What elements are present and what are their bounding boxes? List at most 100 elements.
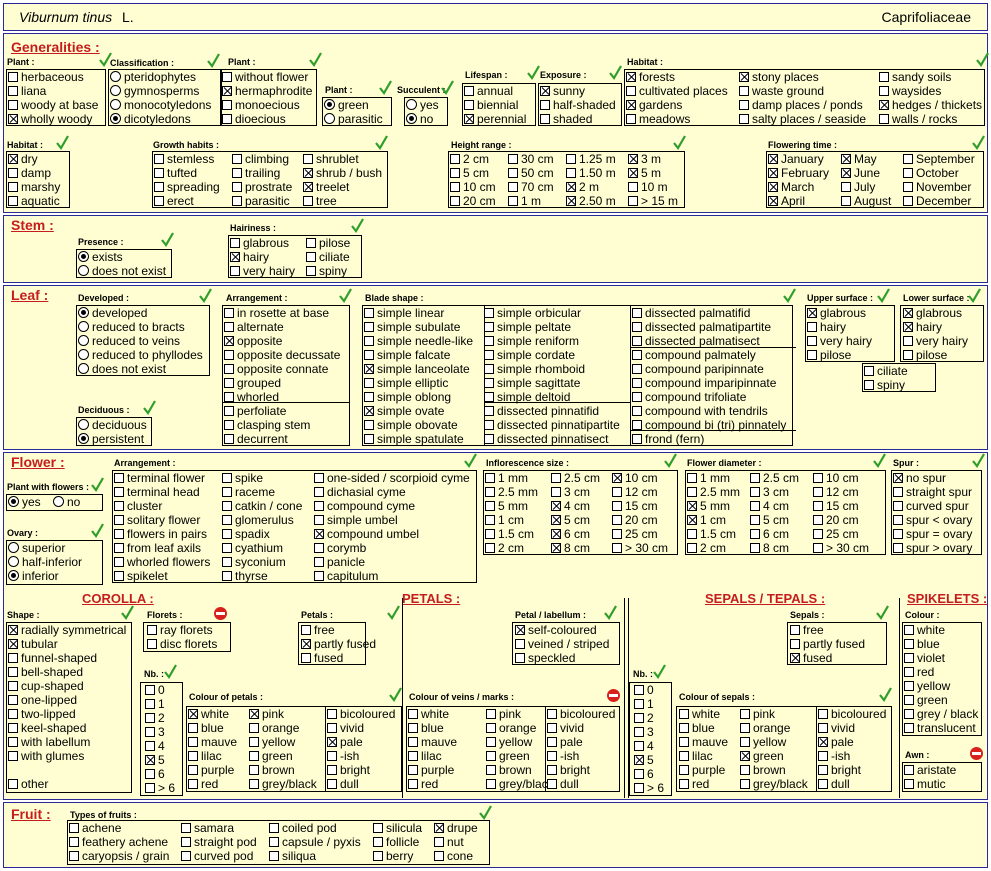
checkbox-unchecked[interactable] <box>434 837 444 847</box>
checkbox-unchecked[interactable] <box>566 168 576 178</box>
radio-unchecked[interactable] <box>324 113 335 124</box>
checkbox-unchecked[interactable] <box>464 100 474 110</box>
option-sepal-number-6[interactable]: > 6 <box>634 781 664 795</box>
option-height-range-70-cm[interactable]: 70 cm <box>508 180 554 194</box>
option-exposure-half-shaded[interactable]: half-shaded <box>540 98 616 112</box>
checkbox-unchecked[interactable] <box>904 639 914 649</box>
checkbox-unchecked[interactable] <box>486 737 496 747</box>
checkbox-unchecked[interactable] <box>904 779 914 789</box>
option-flower-arrangement-solitary-flower[interactable]: solitary flower <box>114 513 200 527</box>
checkbox-unchecked[interactable] <box>69 851 79 861</box>
option-ovary-superior[interactable]: superior <box>8 541 65 555</box>
checkbox-unchecked[interactable] <box>249 751 259 761</box>
option-colour-of-veins-yellow[interactable]: yellow <box>486 735 532 749</box>
option-colour-of-sepals-white[interactable]: white <box>679 707 720 721</box>
checkbox-unchecked[interactable] <box>612 501 622 511</box>
checkbox-unchecked[interactable] <box>547 737 557 747</box>
option-succulent-yes[interactable]: yes <box>406 98 439 112</box>
checkbox-unchecked[interactable] <box>904 709 914 719</box>
option-flowering-time-august[interactable]: August <box>841 194 891 208</box>
checkbox-unchecked[interactable] <box>485 543 495 553</box>
option-colour-of-sepals-brown[interactable]: brown <box>740 763 786 777</box>
checkbox-unchecked[interactable] <box>632 420 642 430</box>
option-plant-type-herbaceous[interactable]: herbaceous <box>8 70 84 84</box>
checkbox-unchecked[interactable] <box>893 529 903 539</box>
option-colour-of-petals-green[interactable]: green <box>249 749 293 763</box>
checkbox-unchecked[interactable] <box>8 168 18 178</box>
option-height-range-30-cm[interactable]: 30 cm <box>508 152 554 166</box>
option-petal-labellum-self-coloured[interactable]: self-coloured <box>515 623 597 637</box>
checkbox-checked[interactable] <box>903 322 913 332</box>
checkbox-unchecked[interactable] <box>408 751 418 761</box>
option-sepals-fusion-fused[interactable]: fused <box>790 651 832 665</box>
option-corolla-shape-with-glumes[interactable]: with glumes <box>8 749 84 763</box>
checkbox-unchecked[interactable] <box>632 392 642 402</box>
option-growth-habits-spreading[interactable]: spreading <box>154 180 220 194</box>
option-types-of-fruits-curved-pod[interactable]: curved pod <box>181 849 253 863</box>
option-flower-arrangement-one-sided-scorpioid-cyme[interactable]: one-sided / scorpioid cyme <box>314 471 470 485</box>
checkbox-unchecked[interactable] <box>634 699 644 709</box>
option-types-of-fruits-silicula[interactable]: silicula <box>373 821 422 835</box>
option-inflorescence-size-8-cm[interactable]: 8 cm <box>551 541 590 555</box>
checkbox-unchecked[interactable] <box>303 196 313 206</box>
checkbox-checked[interactable] <box>188 709 198 719</box>
option-types-of-fruits-nut[interactable]: nut <box>434 835 464 849</box>
checkbox-unchecked[interactable] <box>634 769 644 779</box>
radio-unchecked[interactable] <box>8 556 19 567</box>
checkbox-unchecked[interactable] <box>232 168 242 178</box>
option-upper-surface-hairy[interactable]: hairy <box>807 320 846 334</box>
checkbox-unchecked[interactable] <box>224 406 234 416</box>
checkbox-unchecked[interactable] <box>222 487 232 497</box>
checkbox-unchecked[interactable] <box>249 737 259 747</box>
option-flower-arrangement-catkin-cone[interactable]: catkin / cone <box>222 499 302 513</box>
checkbox-unchecked[interactable] <box>740 723 750 733</box>
checkbox-unchecked[interactable] <box>485 501 495 511</box>
checkbox-unchecked[interactable] <box>222 473 232 483</box>
checkbox-unchecked[interactable] <box>408 723 418 733</box>
checkbox-unchecked[interactable] <box>879 72 889 82</box>
checkbox-checked[interactable] <box>230 252 240 262</box>
checkbox-unchecked[interactable] <box>634 713 644 723</box>
checkbox-checked[interactable] <box>841 154 851 164</box>
checkbox-checked[interactable] <box>628 154 638 164</box>
checkbox-unchecked[interactable] <box>485 515 495 525</box>
checkbox-unchecked[interactable] <box>147 625 157 635</box>
option-flower-diameter-4-cm[interactable]: 4 cm <box>750 499 789 513</box>
checkbox-unchecked[interactable] <box>515 653 525 663</box>
checkbox-unchecked[interactable] <box>364 350 374 360</box>
option-inflorescence-size-5-mm[interactable]: 5 mm <box>485 499 528 513</box>
radio-unchecked[interactable] <box>406 99 417 110</box>
option-flower-arrangement-spikelet[interactable]: spikelet <box>114 569 168 583</box>
option-height-range-5-m[interactable]: 5 m <box>628 166 661 180</box>
checkbox-unchecked[interactable] <box>222 557 232 567</box>
option-flowering-time-september[interactable]: September <box>903 152 975 166</box>
checkbox-unchecked[interactable] <box>222 529 232 539</box>
checkbox-unchecked[interactable] <box>739 114 749 124</box>
checkbox-unchecked[interactable] <box>750 501 760 511</box>
checkbox-unchecked[interactable] <box>632 378 642 388</box>
option-flowering-time-may[interactable]: May <box>841 152 877 166</box>
checkbox-checked[interactable] <box>768 196 778 206</box>
option-flower-arrangement-raceme[interactable]: raceme <box>222 485 275 499</box>
option-flowering-time-april[interactable]: April <box>768 194 805 208</box>
checkbox-unchecked[interactable] <box>224 420 234 430</box>
radio-unchecked[interactable] <box>110 85 121 96</box>
checkbox-unchecked[interactable] <box>508 196 518 206</box>
checkbox-unchecked[interactable] <box>740 709 750 719</box>
option-flower-diameter-2-5-cm[interactable]: 2.5 cm <box>750 471 799 485</box>
option-colour-of-sepals-yellow[interactable]: yellow <box>740 735 786 749</box>
checkbox-unchecked[interactable] <box>224 364 234 374</box>
checkbox-checked[interactable] <box>314 529 324 539</box>
checkbox-unchecked[interactable] <box>8 723 18 733</box>
option-flower-diameter-25-cm[interactable]: 25 cm <box>813 527 859 541</box>
checkbox-unchecked[interactable] <box>249 779 259 789</box>
checkbox-checked[interactable] <box>687 501 697 511</box>
option-growth-habits-treelet[interactable]: treelet <box>303 180 349 194</box>
checkbox-unchecked[interactable] <box>306 238 316 248</box>
checkbox-unchecked[interactable] <box>145 685 155 695</box>
option-flower-diameter-12-cm[interactable]: 12 cm <box>813 485 859 499</box>
checkbox-unchecked[interactable] <box>551 487 561 497</box>
option-colour-of-veins-green[interactable]: green <box>486 749 530 763</box>
option-upper-surface-pilose[interactable]: pilose <box>807 348 851 362</box>
option-inflorescence-size-1-mm[interactable]: 1 mm <box>485 471 528 485</box>
